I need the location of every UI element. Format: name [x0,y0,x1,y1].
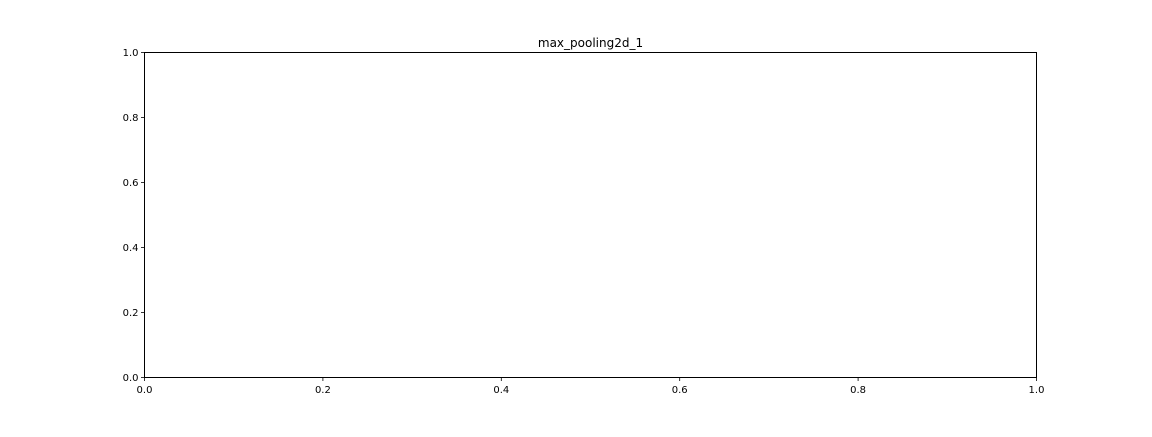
x-axis-ticks: 0.0 0.2 0.4 0.6 0.8 1.0 [137,377,1045,396]
y-tick-label: 0.6 [123,178,139,189]
y-tick-label: 0.2 [123,308,139,319]
y-tick-label: 1.0 [123,48,139,59]
y-tick-label: 0.8 [123,113,139,124]
chart-title: max_pooling2d_1 [538,36,643,50]
y-tick-label: 0.0 [123,373,139,384]
x-tick-label: 1.0 [1029,385,1045,396]
y-tick-label: 0.4 [123,243,139,254]
x-tick-label: 0.4 [493,385,509,396]
x-tick-label: 0.8 [850,385,866,396]
x-tick-label: 0.6 [672,385,688,396]
x-tick-label: 0.0 [137,385,153,396]
x-tick-label: 0.2 [315,385,331,396]
plot-area-frame [144,52,1037,378]
y-axis-ticks: 0.0 0.2 0.4 0.6 0.8 1.0 [123,48,145,384]
